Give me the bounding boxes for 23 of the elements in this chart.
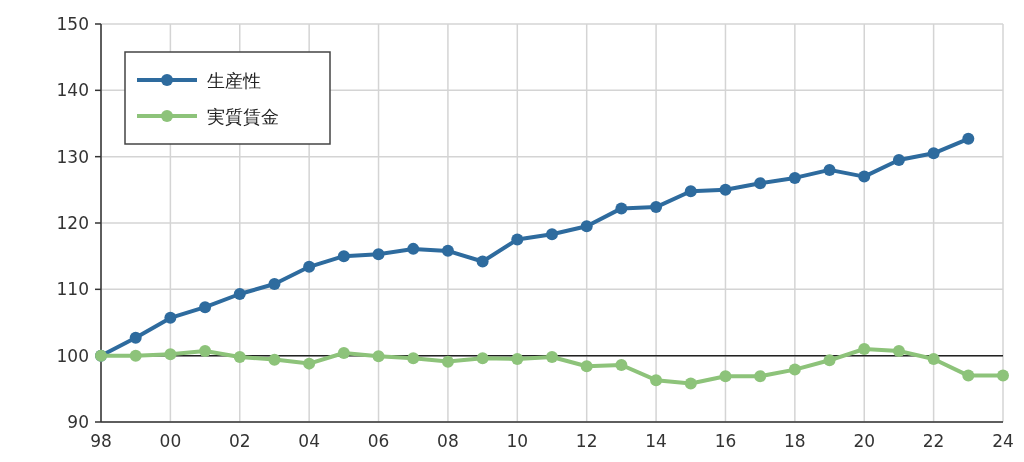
x-tick-label: 08 xyxy=(437,431,459,451)
x-tick-label: 00 xyxy=(159,431,182,451)
x-tick-label: 24 xyxy=(992,431,1014,451)
y-tick-label: 100 xyxy=(56,345,89,366)
x-tick-label: 04 xyxy=(298,431,320,451)
legend-label: 生産性 xyxy=(207,70,261,91)
x-tick-label: 22 xyxy=(922,431,945,451)
y-tick-label: 90 xyxy=(67,412,89,432)
x-tick-label: 06 xyxy=(367,431,390,451)
x-tick-label: 18 xyxy=(784,431,806,451)
y-tick-label: 150 xyxy=(56,14,89,34)
x-tick-label: 16 xyxy=(714,431,737,451)
x-tick-label: 14 xyxy=(645,431,667,451)
y-tick-label: 110 xyxy=(56,279,89,300)
x-tick-label: 98 xyxy=(90,431,112,451)
y-tick-label: 120 xyxy=(56,213,89,233)
y-tick-label: 130 xyxy=(56,146,89,167)
x-tick-label: 20 xyxy=(853,431,876,451)
x-tick-label: 10 xyxy=(506,431,529,451)
legend-label: 実質賃金 xyxy=(207,106,279,127)
y-tick-label: 140 xyxy=(56,80,89,101)
x-tick-label: 12 xyxy=(575,431,598,451)
x-tick-label: 02 xyxy=(228,431,251,451)
